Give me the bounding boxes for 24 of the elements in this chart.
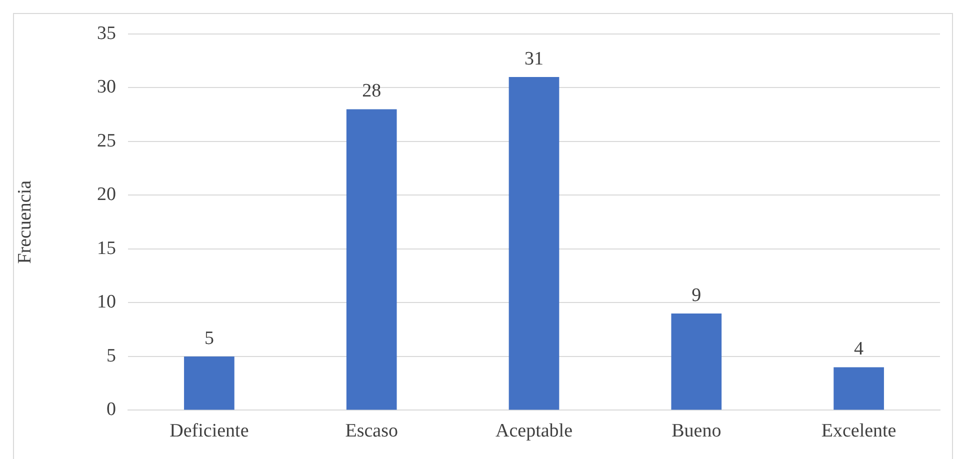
- y-axis-title: Frecuencia: [14, 180, 36, 264]
- bar: [508, 76, 560, 410]
- y-tick-label: 15: [97, 238, 116, 259]
- y-tick-label: 20: [97, 184, 116, 206]
- data-label: 4: [854, 338, 864, 360]
- y-tick-label: 25: [97, 130, 116, 152]
- y-tick-label: 0: [106, 399, 116, 420]
- x-tick-label: Aceptable: [495, 420, 573, 442]
- y-tick-label: 10: [97, 292, 116, 313]
- data-label: 9: [692, 284, 702, 306]
- x-tick-label: Bueno: [672, 420, 722, 442]
- y-tick-label: 35: [97, 22, 116, 44]
- bar: [834, 367, 884, 410]
- bar: [346, 109, 397, 410]
- x-tick-label: Excelente: [821, 420, 896, 442]
- bar: [184, 356, 234, 410]
- data-label: 5: [204, 328, 214, 349]
- data-label: 28: [362, 80, 382, 102]
- data-label: 31: [524, 48, 544, 70]
- bar: [671, 313, 722, 410]
- x-tick-label: Escaso: [345, 420, 398, 442]
- y-tick-label: 5: [106, 345, 116, 366]
- x-tick-label: Deficiente: [170, 420, 249, 442]
- y-tick-label: 30: [97, 76, 116, 98]
